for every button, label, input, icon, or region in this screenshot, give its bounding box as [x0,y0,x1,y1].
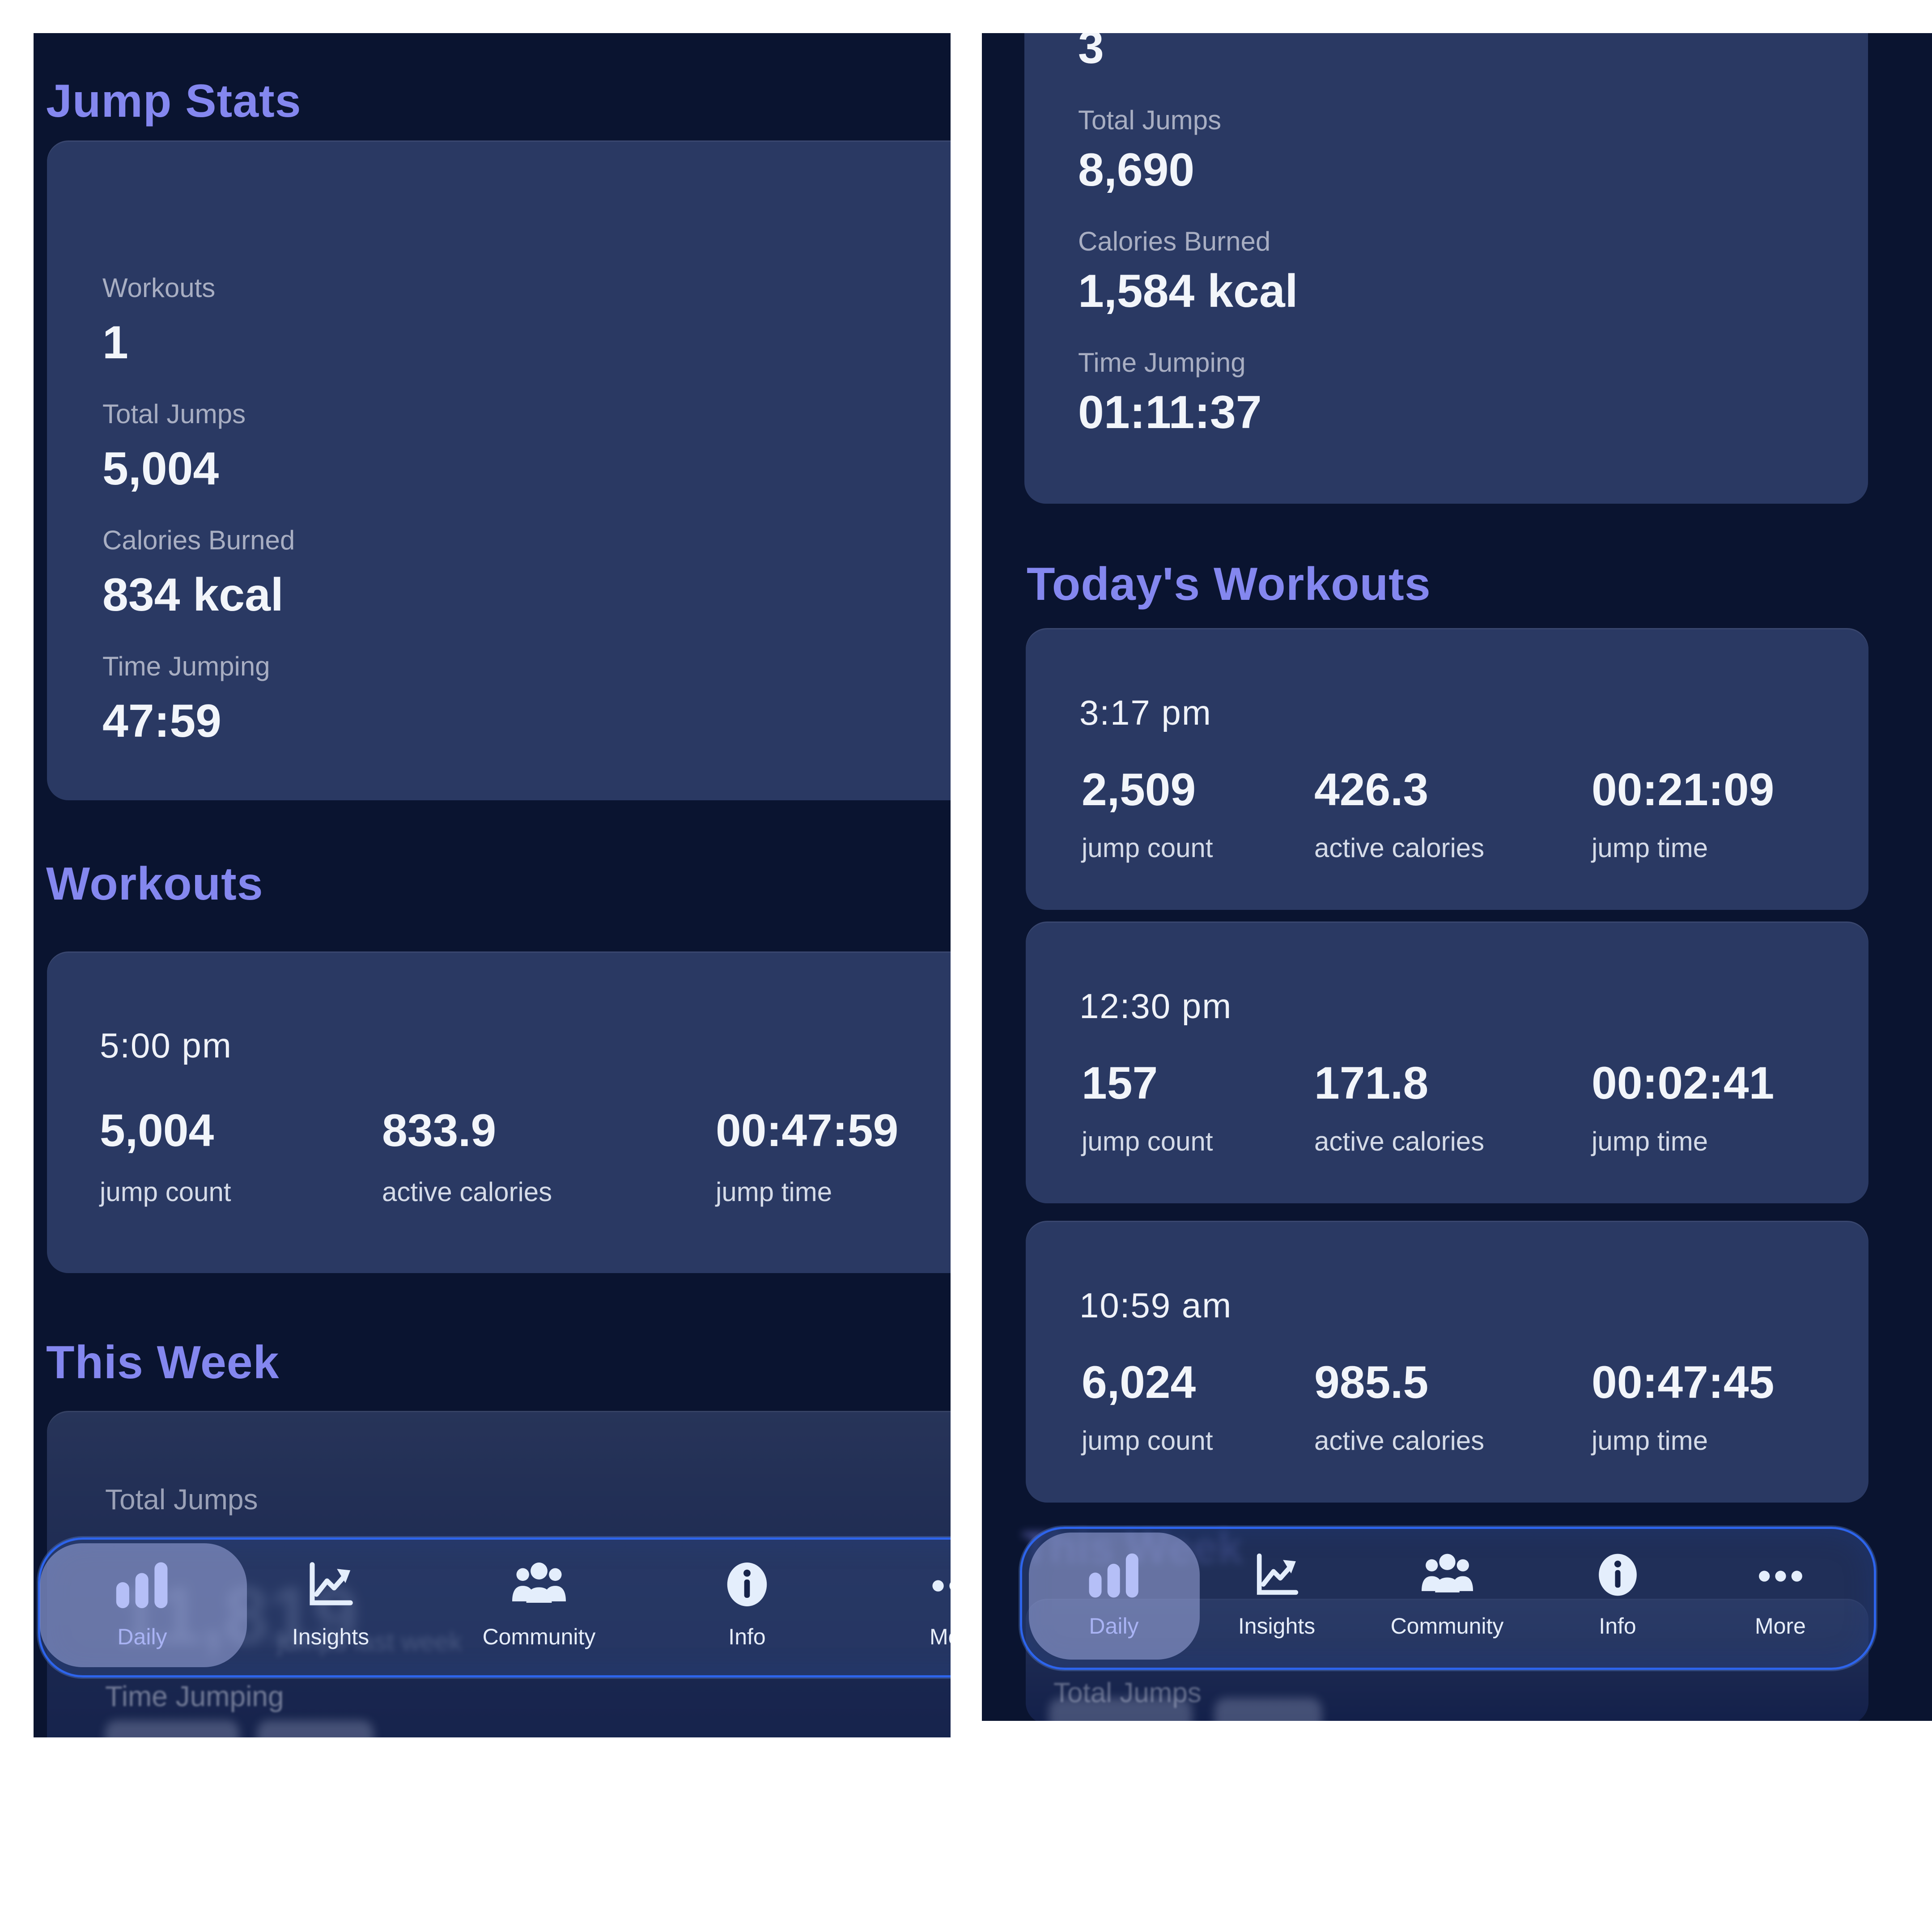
tab-more[interactable]: More [1695,1542,1865,1639]
tab-more[interactable]: More [870,1553,951,1650]
tab-label: Info [1599,1614,1636,1639]
workout-time: 10:59 am [1079,1286,1232,1325]
stat-value: 3 [1078,33,1104,73]
section-title-this-week: This Week [46,1337,280,1388]
line-chart-icon [1251,1542,1303,1601]
metric-label: active calories [382,1177,552,1207]
workout-card: 5:00 pm 5,004 jump count 833.9 active ca… [47,951,951,1273]
ellipsis-icon [928,1553,951,1611]
bar-chart-icon [113,1553,171,1611]
tab-info[interactable]: Info [662,1553,832,1650]
screenshot-right: Workouts 3 Total Jumps 8,690 Calories Bu… [982,33,1932,1721]
stat-value: 8,690 [1078,144,1195,196]
workout-time: 12:30 pm [1079,986,1232,1026]
tab-label: Daily [117,1624,167,1649]
metric-value: 00:47:45 [1592,1357,1775,1408]
obscured-time-value-blob [105,1720,239,1737]
metric-value: 426.3 [1314,764,1429,815]
obscured-value-blob [1214,1698,1322,1721]
section-title-todays-workouts: Today's Workouts [1027,558,1431,610]
tab-community[interactable]: Community [454,1553,624,1650]
stat-label: Total Jumps [1078,105,1222,135]
section-title-jump-stats: Jump Stats [46,75,301,127]
stat-label: Time Jumping [102,651,270,681]
below-bar-total-jumps-label: Total Jumps [1053,1677,1202,1708]
info-icon [1592,1542,1643,1601]
metric-label: active calories [1314,1126,1485,1156]
metric-value: 2,509 [1082,764,1196,815]
stat-value: 1,584 kcal [1078,265,1298,317]
metric-value: 6,024 [1082,1357,1196,1408]
stat-value: 5,004 [102,443,219,495]
metric-label: active calories [1314,833,1485,863]
line-chart-icon [304,1553,357,1611]
tab-community[interactable]: Community [1362,1542,1532,1639]
stat-value: 1 [102,317,128,369]
section-title-workouts: Workouts [46,858,263,910]
tab-label: Community [1390,1614,1504,1639]
metric-label: jump time [1592,1426,1708,1456]
workout-card: 3:17 pm 2,509 jump count 426.3 active ca… [1026,628,1868,910]
tab-insights[interactable]: Insights [1192,1542,1362,1639]
stat-label: Time Jumping [1078,348,1246,378]
bar-chart-icon [1086,1542,1142,1601]
tab-label: Community [482,1624,596,1649]
info-icon [720,1553,774,1611]
metric-label: jump count [1082,1126,1213,1156]
ellipsis-icon [1755,1542,1806,1601]
stat-value: 47:59 [102,695,221,747]
stat-label: Calories Burned [1078,226,1271,256]
stat-value: 01:11:37 [1078,386,1262,438]
metric-label: jump count [1082,1426,1213,1456]
people-icon [510,1553,568,1611]
tab-daily[interactable]: Daily [1029,1542,1199,1639]
tab-daily[interactable]: Daily [57,1553,227,1650]
stat-value: 834 kcal [102,569,284,621]
metric-label: active calories [1314,1426,1485,1456]
metric-label: jump time [716,1177,832,1207]
metric-value: 833.9 [382,1105,497,1156]
screenshot-left: Jump Stats Workouts 1 Total Jumps 5,004 … [34,33,951,1737]
metric-value: 00:02:41 [1592,1057,1775,1108]
obscured-time-value-blob [257,1720,374,1737]
metric-value: 171.8 [1314,1057,1429,1108]
tab-info[interactable]: Info [1533,1542,1703,1639]
metric-label: jump count [100,1177,231,1207]
tab-label: More [930,1624,951,1649]
this-week-time-jumping-label: Time Jumping [105,1680,284,1712]
workout-time: 3:17 pm [1079,693,1212,732]
jump-stats-summary-card: Workouts 1 Total Jumps 5,004 Calories Bu… [47,140,951,800]
tab-label: Insights [1238,1614,1316,1639]
stat-label: Total Jumps [102,399,246,429]
people-icon [1419,1542,1475,1601]
workout-time: 5:00 pm [100,1026,232,1065]
metric-label: jump time [1592,833,1708,863]
metric-label: jump count [1082,833,1213,863]
metric-value: 157 [1082,1057,1158,1108]
tab-insights[interactable]: Insights [246,1553,416,1650]
metric-label: jump time [1592,1126,1708,1156]
tab-label: Info [728,1624,766,1649]
tab-label: Daily [1089,1614,1139,1639]
workout-card: 12:30 pm 157 jump count 171.8 active cal… [1026,921,1868,1203]
this-week-total-jumps-label: Total Jumps [105,1483,258,1516]
stat-label: Workouts [102,273,216,303]
jump-stats-summary-card: Workouts 3 Total Jumps 8,690 Calories Bu… [1024,33,1868,504]
workout-card: 10:59 am 6,024 jump count 985.5 active c… [1026,1221,1868,1503]
stat-label: Calories Burned [102,525,295,555]
metric-value: 00:21:09 [1592,764,1775,815]
metric-value: 00:47:59 [716,1105,899,1156]
tab-label: More [1755,1614,1806,1639]
tab-label: Insights [292,1624,369,1649]
metric-value: 5,004 [100,1105,214,1156]
metric-value: 985.5 [1314,1357,1429,1408]
obscured-value-blob [1049,1698,1192,1721]
